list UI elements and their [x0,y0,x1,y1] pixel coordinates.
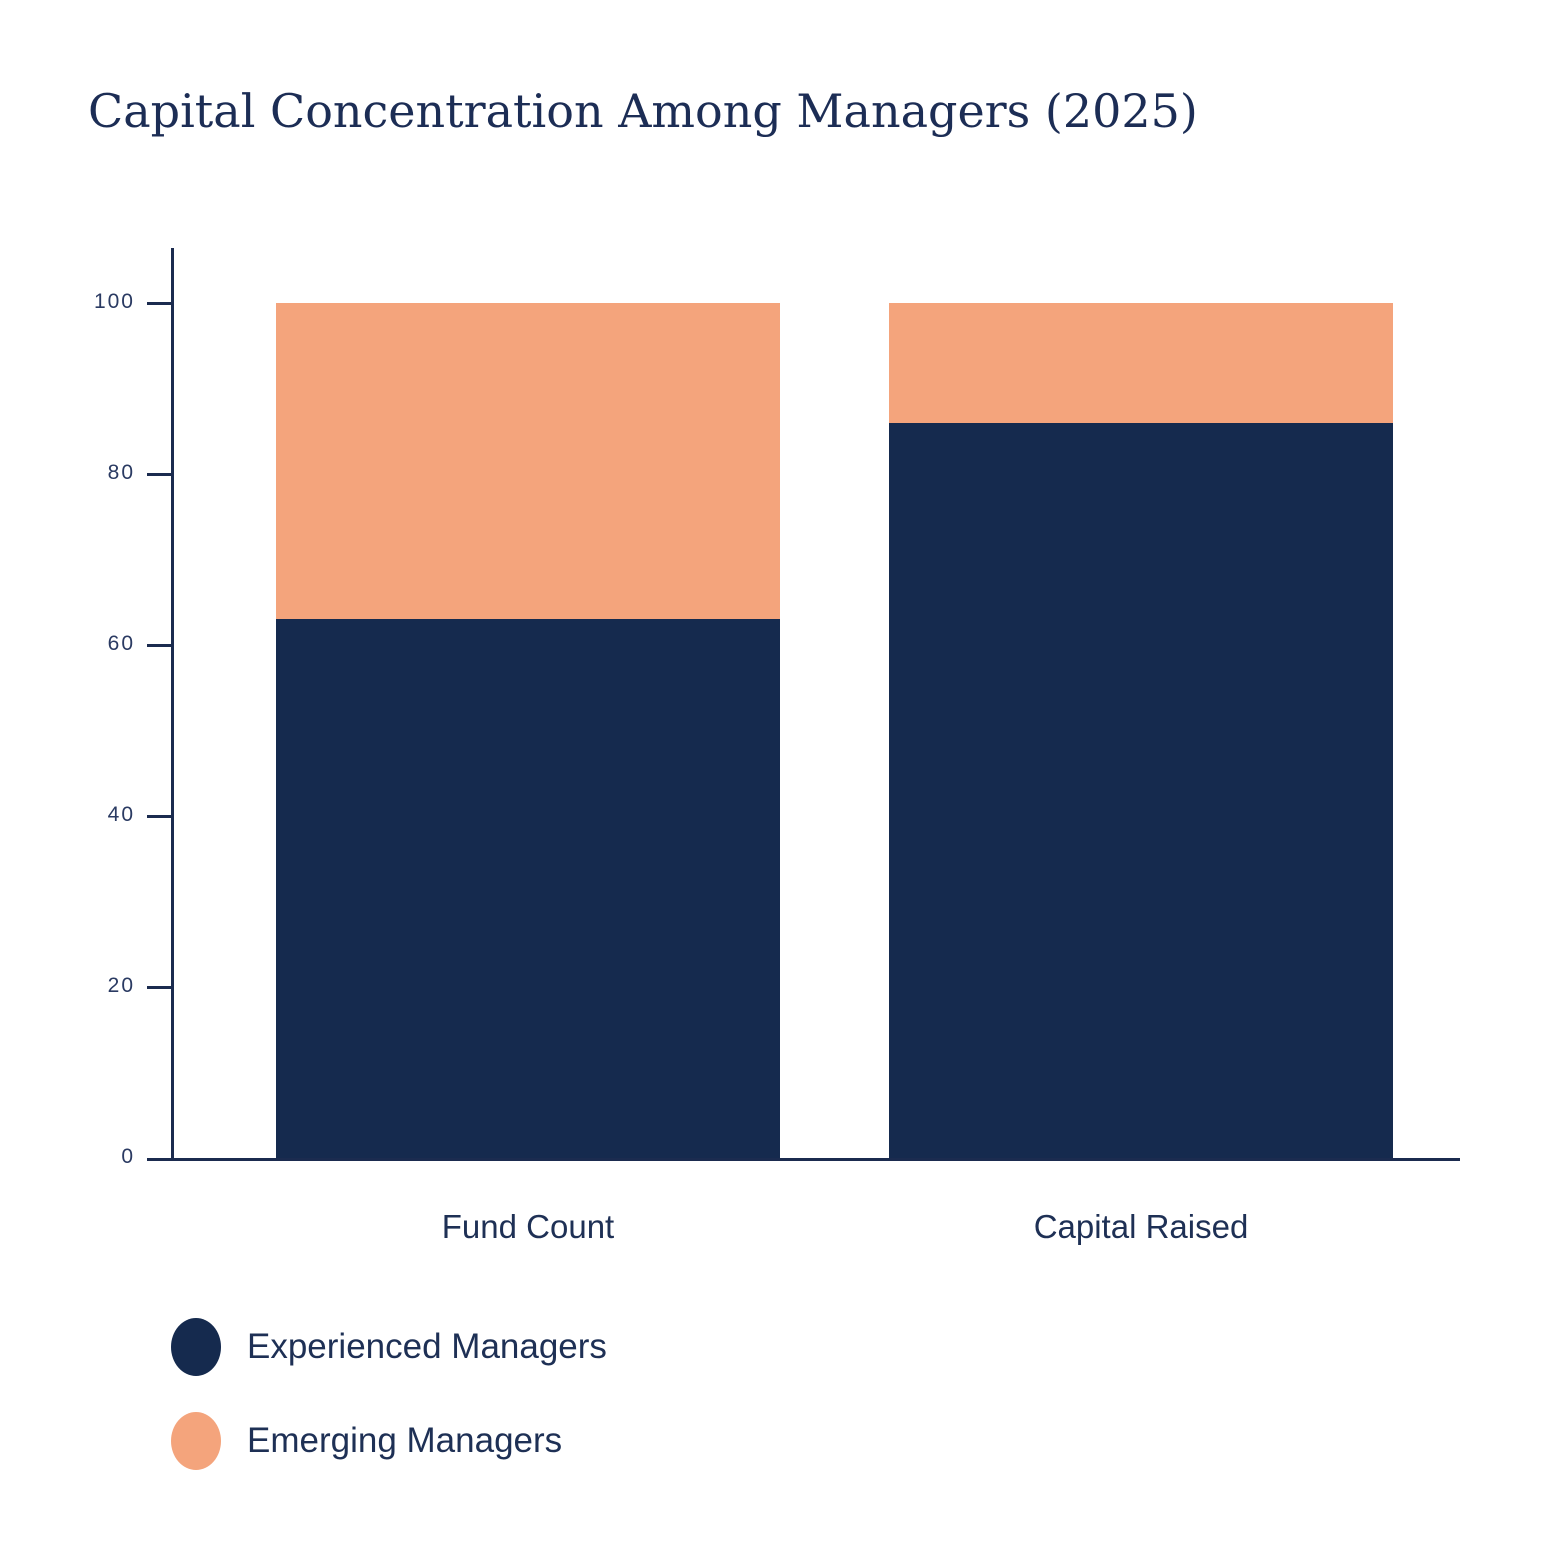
y-axis-tick-100 [147,301,171,305]
y-axis-tick-80 [147,472,171,476]
y-axis-tick-label-100: 100 [93,290,135,313]
y-axis-tick-60 [147,643,171,647]
legend: Experienced Managers Emerging Managers [171,1318,607,1470]
y-axis-tick-20 [147,985,171,989]
y-axis-tick-label-0: 0 [121,1145,135,1168]
bar-segment-capital-raised-emerging-managers [889,303,1393,423]
bar-segment-fund-count-experienced-managers [276,619,780,1158]
legend-label: Emerging Managers [247,1421,563,1460]
y-axis-line [171,248,174,1161]
y-axis-tick-label-20: 20 [107,974,135,997]
legend-item-experienced-managers: Experienced Managers [171,1318,607,1376]
bar-capital-raised [889,303,1393,1158]
legend-swatch-icon [171,1318,221,1376]
y-axis-tick-40 [147,814,171,818]
x-category-label-capital-raised: Capital Raised [1033,1208,1249,1245]
bar-segment-fund-count-emerging-managers [276,303,780,620]
legend-swatch-icon [171,1412,221,1470]
y-axis-tick-label-60: 60 [107,632,135,655]
x-axis-line [147,1158,1460,1161]
x-category-label-fund-count: Fund Count [441,1208,615,1245]
y-axis-tick-label-80: 80 [107,461,135,484]
plot-area: 0 20 40 60 80 100 Fund Count Capital Raised [94,248,1460,1245]
y-axis-tick-label-40: 40 [107,803,135,826]
legend-label: Experienced Managers [247,1327,607,1366]
bar-segment-capital-raised-experienced-managers [889,422,1393,1158]
bar-fund-count [276,303,780,1158]
legend-item-emerging-managers: Emerging Managers [171,1412,607,1470]
chart-title: Capital Concentration Among Managers (20… [88,84,1198,138]
